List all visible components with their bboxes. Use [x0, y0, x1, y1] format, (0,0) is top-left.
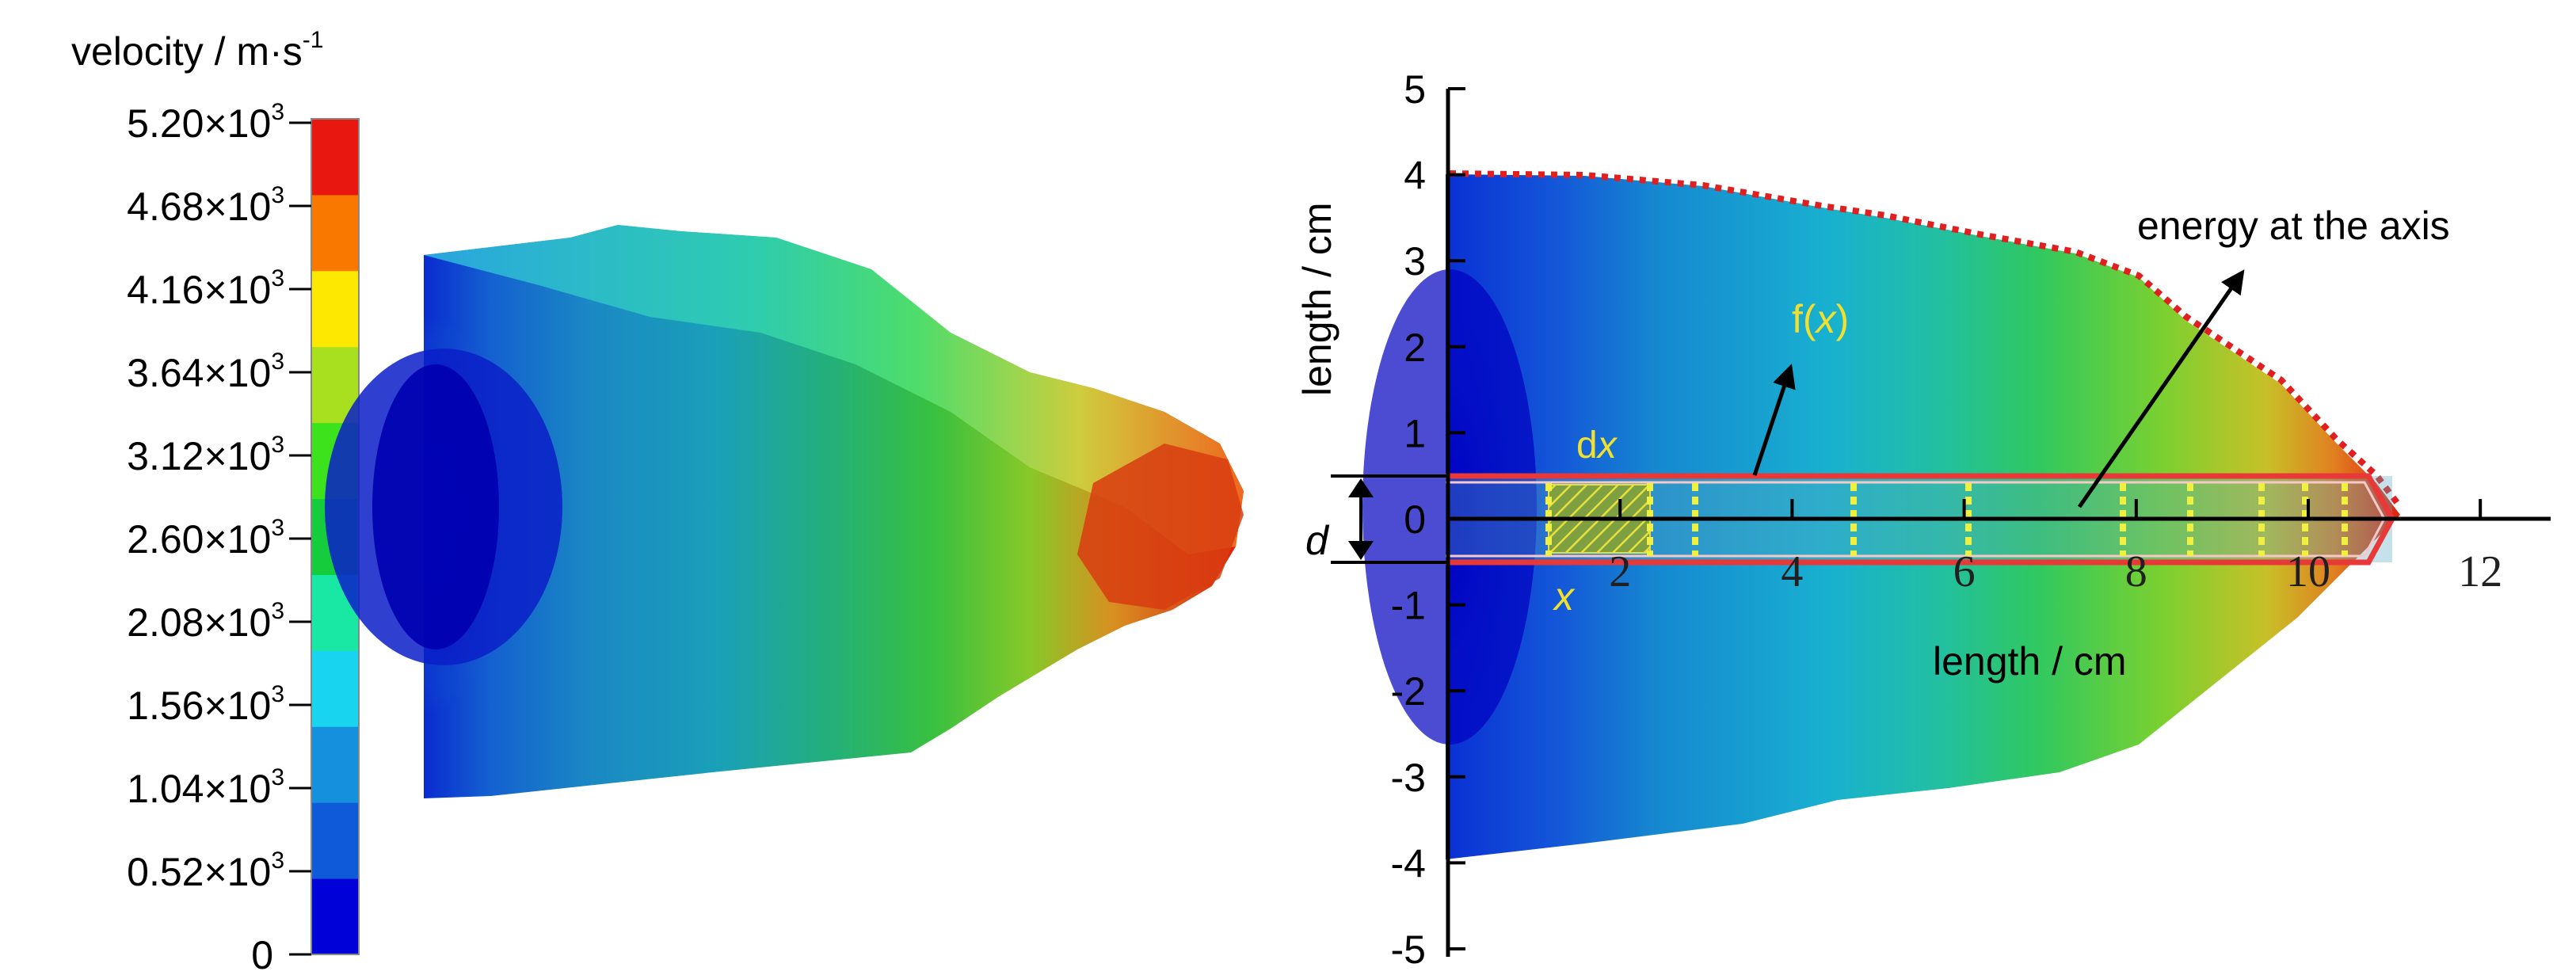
- y-axis-ticks: 5 4 3 2 1 0 -1 -2 -3 -4 -5: [1391, 67, 1465, 972]
- x-axis-label: length / cm: [1933, 639, 2127, 684]
- legend-swatch: [311, 878, 359, 955]
- legend-labels: 0 0.52×103 1.04×103 1.56×103 2.08×103 2.60×10…: [127, 99, 311, 975]
- x-tick-label: 6: [1953, 547, 1976, 596]
- jet-top-surface: [424, 225, 1244, 554]
- y-tick-label: 5: [1404, 67, 1426, 112]
- dx-label: dx: [1576, 425, 1618, 467]
- x-position-label: x: [1553, 574, 1576, 619]
- legend-label: 4.68×103: [127, 182, 284, 229]
- legend-swatch: [311, 802, 359, 879]
- x-axis-ticks: 2 4 6 8 10 12: [1609, 499, 2502, 596]
- plot-boundary-dotted: [1449, 170, 2403, 509]
- fx-label: f(x): [1792, 297, 1849, 341]
- y-tick-label: -4: [1391, 841, 1426, 885]
- jet-body: [424, 225, 1244, 798]
- legend-label: 1.04×103: [127, 764, 284, 811]
- legend-swatch: [311, 270, 359, 348]
- d-arrow-head-down: [1348, 541, 1374, 560]
- legend-swatch: [311, 194, 359, 272]
- x-tick-label: 10: [2286, 547, 2330, 596]
- y-tick-label: -2: [1391, 669, 1426, 714]
- y-tick-label: -5: [1391, 927, 1426, 972]
- y-tick-label: -1: [1391, 584, 1426, 628]
- energy-label: energy at the axis: [2137, 204, 2450, 248]
- jet-tip-red-zone: [1077, 444, 1244, 610]
- legend-swatch: [311, 119, 359, 196]
- legend-title: velocity / m·s-1: [71, 27, 323, 74]
- y-tick-label: 4: [1404, 154, 1426, 198]
- d-label: d: [1305, 518, 1330, 564]
- legend-label: 0.52×103: [127, 847, 284, 894]
- legend-label: 3.64×103: [127, 348, 284, 395]
- legend-swatch: [311, 650, 359, 727]
- slice-lines: [1545, 483, 2348, 556]
- velocity-legend: velocity / m·s-1 0 0.52×103 1.04×103 1.56×1…: [71, 27, 360, 975]
- x-tick-label: 2: [1609, 547, 1631, 596]
- y-tick-label: 0: [1404, 497, 1426, 542]
- jet-inner-dark-zone: [372, 364, 499, 649]
- y-tick-label: 3: [1404, 239, 1426, 284]
- legend-label: 5.20×103: [127, 99, 284, 146]
- legend-label: 3.12×103: [127, 432, 284, 478]
- jet-velocity-shape: [325, 225, 1244, 798]
- fx-arrow: [1752, 364, 1796, 476]
- legend-label: 2.08×103: [127, 598, 284, 645]
- y-tick-label: -3: [1391, 756, 1426, 800]
- x-tick-label: 12: [2458, 547, 2502, 596]
- d-arrow-head-up: [1348, 478, 1374, 497]
- y-axis-label: length / cm: [1295, 202, 1339, 396]
- y-tick-label: 1: [1404, 411, 1426, 455]
- legend-label: 1.56×103: [127, 681, 284, 728]
- legend-label: 4.16×103: [127, 265, 284, 312]
- energy-arrow: [2077, 269, 2245, 508]
- legend-label: 2.60×103: [127, 515, 284, 562]
- x-tick-label: 4: [1781, 547, 1803, 596]
- legend-label: 0: [251, 933, 273, 975]
- y-tick-label: 2: [1404, 326, 1426, 370]
- legend-swatch: [311, 726, 359, 803]
- x-tick-label: 8: [2125, 547, 2147, 596]
